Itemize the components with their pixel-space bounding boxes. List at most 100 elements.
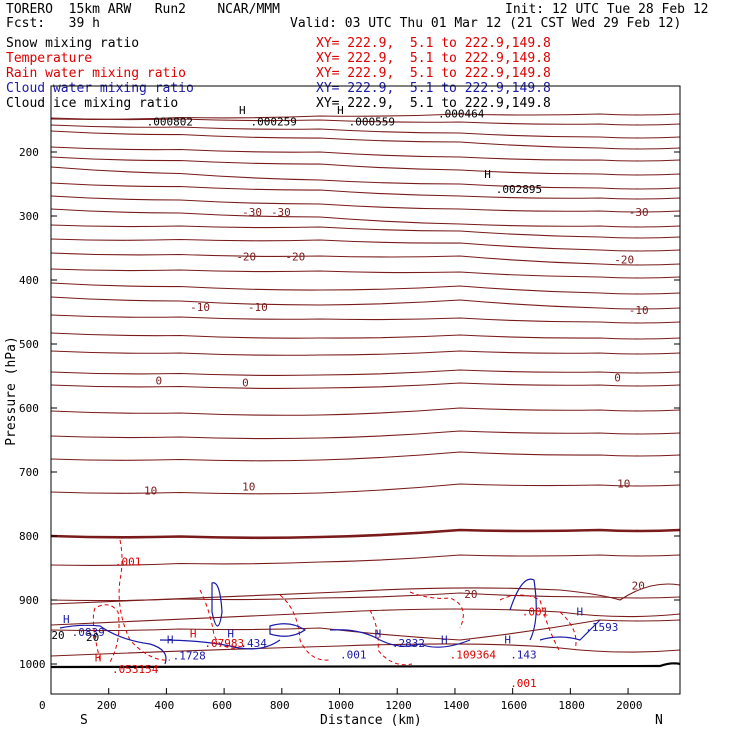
isotherm-line <box>50 451 681 462</box>
x-tick-label: 600 <box>212 699 232 712</box>
isotherm-line <box>50 407 681 416</box>
isotherm-line <box>50 608 681 626</box>
field-annotation: .001 <box>115 556 142 569</box>
y-tick-label: 300 <box>19 210 39 223</box>
field-name-cloud-ice: Cloud ice mixing ratio <box>6 96 179 111</box>
precip-contours <box>59 539 601 666</box>
field-annotation: .000802 <box>147 115 193 128</box>
field-annotation: H <box>227 627 234 640</box>
isotherm-label: -30 <box>242 206 262 219</box>
rain-contour <box>118 539 171 661</box>
y-tick-label: 600 <box>19 402 39 415</box>
isotherm-label: -20 <box>236 250 256 263</box>
field-annotation: H <box>577 606 584 619</box>
y-tick-label: 900 <box>19 594 39 607</box>
chart-axes <box>50 85 681 695</box>
field-xy-snow: XY= 222.9, 5.1 to 222.9,149.8 <box>316 36 551 51</box>
x-tick-label: 800 <box>270 699 290 712</box>
field-name-rain: Rain water mixing ratio <box>6 66 187 81</box>
temperature-contours <box>50 113 681 657</box>
isotherm-label: -30 <box>629 206 649 219</box>
field-annotation: H <box>441 634 448 647</box>
y-axis-label: Pressure (hPa) <box>4 336 19 446</box>
isotherm-label: 20 <box>632 579 645 592</box>
x-tick-label: 1000 <box>328 699 355 712</box>
isotherm-line <box>50 282 681 295</box>
field-annotation: .000464 <box>438 108 485 121</box>
x-end-south: S <box>80 713 88 728</box>
isotherm-line <box>50 350 681 356</box>
isotherm-line <box>50 528 681 540</box>
field-annotation: .143 <box>510 648 536 661</box>
isotherm-label: 0 <box>242 376 249 389</box>
field-annotation: H <box>504 634 511 647</box>
field-xy-temperature: XY= 222.9, 5.1 to 222.9,149.8 <box>316 51 551 66</box>
isotherm-line <box>50 195 681 213</box>
isotherm-label: 10 <box>617 478 630 491</box>
field-annotation: 20 <box>51 629 64 642</box>
y-tick-label: 400 <box>19 274 39 287</box>
isotherm-label: 20 <box>464 588 477 601</box>
field-annotation: .1593 <box>585 621 618 634</box>
plot-frame <box>50 85 681 695</box>
cloud-water-contour <box>539 619 601 641</box>
x-tick-label: 1600 <box>501 699 528 712</box>
field-annotation: .434 <box>240 637 267 650</box>
y-tick-label: 700 <box>19 466 39 479</box>
cloud-water-contour <box>159 639 281 650</box>
field-annotation: H <box>337 104 344 117</box>
isotherm-line <box>50 146 681 162</box>
field-name-cloud-water: Cloud water mixing ratio <box>6 81 194 96</box>
init-time: Init: 12 UTC Tue 28 Feb 12 <box>505 2 709 17</box>
isotherm-line <box>50 182 681 200</box>
isotherm-label: -20 <box>614 254 634 267</box>
x-tick-label: 1800 <box>558 699 585 712</box>
forecast-hour: Fcst: 39 h <box>6 16 100 31</box>
isotherm-line <box>50 369 681 376</box>
isotherm-line <box>50 117 681 126</box>
x-tick-label: 1200 <box>385 699 412 712</box>
field-annotation: .000559 <box>349 115 395 128</box>
isotherm-label: 0 <box>614 371 621 384</box>
y-tick-label: 1000 <box>19 658 46 671</box>
isotherm-line <box>50 124 681 139</box>
x-end-north: N <box>655 713 663 728</box>
cloud-water-contour <box>269 623 307 637</box>
y-tick-label: 800 <box>19 530 39 543</box>
cloud-water-contour <box>211 582 223 627</box>
field-annotation: .000259 <box>251 115 297 128</box>
y-tick-label: 500 <box>19 338 39 351</box>
field-annotation: .001 <box>522 606 549 619</box>
field-annotation: .001 <box>510 677 536 690</box>
isotherm-label: 0 <box>156 374 163 387</box>
field-annotation: .002895 <box>496 183 542 196</box>
field-annotation: .07983 <box>204 637 244 650</box>
field-xy-cloud-ice: XY= 222.9, 5.1 to 222.9,149.8 <box>316 96 551 111</box>
isotherm-label: -10 <box>190 301 210 314</box>
field-xy-cloud-water: XY= 222.9, 5.1 to 222.9,149.8 <box>316 81 551 96</box>
field-annotation: H <box>375 627 382 640</box>
x-axis-label: Distance (km) <box>320 713 422 728</box>
field-annotation: .1728 <box>173 650 206 663</box>
cloud-water-contour <box>59 624 167 665</box>
rain-contour <box>279 594 331 661</box>
y-tick-label: 200 <box>19 146 39 159</box>
field-annotation: H <box>239 104 246 117</box>
isotherm-label: 10 <box>144 485 157 498</box>
isotherm-line <box>50 268 681 279</box>
field-xy-rain: XY= 222.9, 5.1 to 222.9,149.8 <box>316 66 551 81</box>
isotherm-line <box>50 430 681 440</box>
valid-time: Valid: 03 UTC Thu 01 Mar 12 (21 CST Wed … <box>290 16 682 31</box>
field-name-snow: Snow mixing ratio <box>6 36 140 51</box>
isotherm-line <box>50 332 681 340</box>
cloud-water-contour <box>509 578 537 641</box>
isotherm-line <box>50 238 681 252</box>
field-annotation: .2832 <box>392 637 425 650</box>
isotherm-label: -30 <box>271 206 291 219</box>
field-annotation: .0839 <box>72 626 105 639</box>
isotherm-line <box>50 592 681 602</box>
isotherm-line <box>50 166 681 190</box>
isotherm-line <box>50 554 681 566</box>
field-annotation: 20 <box>86 631 99 644</box>
